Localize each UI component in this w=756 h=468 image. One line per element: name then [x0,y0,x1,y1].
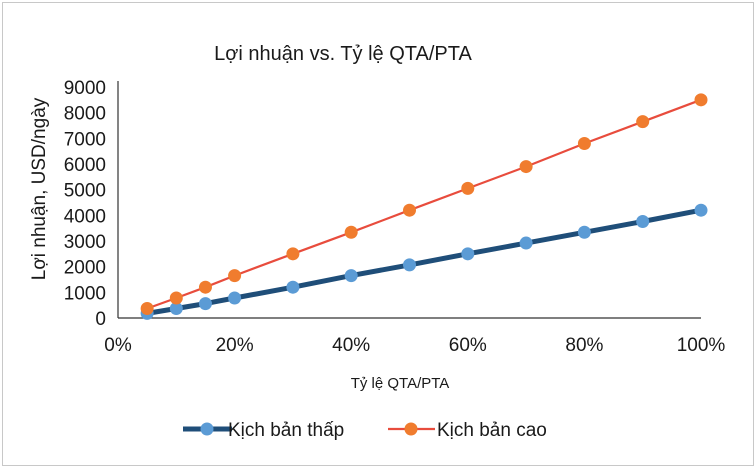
x-tick-label: 0% [104,335,132,356]
data-point [519,160,533,174]
data-point [577,225,591,239]
y-tick-label: 9000 [64,78,106,99]
data-point [344,269,358,283]
y-tick-label: 6000 [64,155,106,176]
y-tick-label: 7000 [64,129,106,150]
chart-svg: Lợi nhuận vs. Tỷ lệ QTA/PTA Lợi nhuận, U… [29,43,726,441]
data-point [461,181,475,195]
y-tick-label: 1000 [64,283,106,304]
y-tick-label: 2000 [64,258,106,279]
series-2 [140,93,708,316]
tick-labels: 0 1000 2000 3000 4000 5000 6000 7000 8000 9000 0% 2… [64,78,726,356]
data-point [636,214,650,228]
data-point [636,115,650,129]
legend-item-1: Kịch bản thấp [183,420,344,441]
data-point [198,280,212,294]
series-1 [140,203,708,320]
legend-marker [404,422,418,436]
axes [117,81,701,319]
y-tick-label: 5000 [64,181,106,202]
data-point [228,291,242,305]
data-point [344,225,358,239]
data-point [140,302,154,316]
x-tick-label: 20% [216,335,254,356]
x-tick-label: 60% [449,335,487,356]
data-point [577,136,591,150]
chart-title: Lợi nhuận vs. Tỷ lệ QTA/PTA [214,43,472,65]
y-tick-label: 3000 [64,232,106,253]
data-point [403,203,416,217]
data-point [519,236,533,250]
x-tick-label: 40% [332,335,370,356]
data-point [694,93,708,107]
legend-marker [200,422,214,436]
y-tick-label: 0 [95,309,106,330]
x-tick-label: 100% [677,335,726,356]
x-axis-label: Tỷ lệ QTA/PTA [351,375,450,392]
legend-label: Kịch bản thấp [228,420,344,441]
data-point [169,291,183,305]
x-tick-label: 80% [565,335,603,356]
legend: Kịch bản thấp Kịch bản cao [183,420,547,441]
data-point [286,280,300,294]
data-point [694,203,708,217]
legend-label: Kịch bản cao [437,420,547,441]
legend-item-2: Kịch bản cao [388,420,547,441]
data-point [461,247,475,261]
y-tick-label: 8000 [64,104,106,125]
y-tick-label: 4000 [64,206,106,227]
data-point [169,302,183,316]
y-axis-label: Lợi nhuận, USD/ngày [29,97,50,280]
series-layer [140,93,708,320]
data-point [403,258,416,272]
data-point [286,247,300,261]
data-point [228,269,242,283]
data-point [198,297,212,311]
